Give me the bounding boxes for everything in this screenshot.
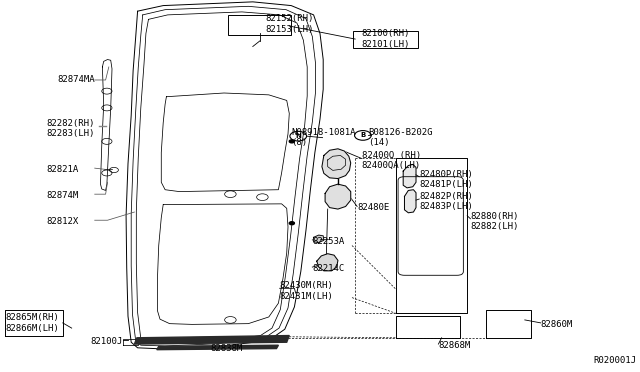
Text: 82865M(RH)
82866M(LH): 82865M(RH) 82866M(LH) [5, 313, 59, 333]
Polygon shape [317, 254, 338, 271]
Text: 82838M: 82838M [210, 344, 242, 353]
Polygon shape [134, 336, 289, 344]
Text: 82874MA: 82874MA [57, 76, 95, 84]
Text: 82480E: 82480E [357, 203, 389, 212]
Circle shape [289, 222, 294, 225]
Text: 82100J: 82100J [91, 337, 123, 346]
Text: 82152(RH)
82153(LH): 82152(RH) 82153(LH) [266, 15, 314, 34]
Polygon shape [157, 345, 278, 350]
Text: 82812X: 82812X [46, 217, 78, 226]
Text: 82282(RH)
82283(LH): 82282(RH) 82283(LH) [46, 119, 95, 138]
Circle shape [289, 140, 294, 143]
Polygon shape [325, 184, 351, 209]
Text: R020001J: R020001J [594, 356, 637, 365]
Text: B: B [360, 132, 365, 138]
Text: 82100(RH)
82101(LH): 82100(RH) 82101(LH) [362, 29, 410, 49]
Text: 82860M: 82860M [541, 320, 573, 329]
Text: N: N [295, 133, 301, 139]
Text: 82480P(RH)
82481P(LH): 82480P(RH) 82481P(LH) [419, 170, 473, 189]
Text: 82430M(RH)
82431M(LH): 82430M(RH) 82431M(LH) [280, 281, 333, 301]
Text: 82868M: 82868M [438, 341, 470, 350]
Polygon shape [314, 235, 324, 243]
Text: N08918-1081A
(8): N08918-1081A (8) [291, 128, 356, 147]
Text: 82253A: 82253A [312, 237, 344, 246]
Text: 82821A: 82821A [46, 165, 78, 174]
Text: 82214C: 82214C [312, 264, 344, 273]
Text: 82400Q (RH)
82400QA(LH): 82400Q (RH) 82400QA(LH) [362, 151, 420, 170]
Polygon shape [403, 164, 416, 188]
Text: 82874M: 82874M [46, 191, 78, 200]
Polygon shape [404, 190, 416, 213]
Polygon shape [322, 149, 351, 179]
Text: 82880(RH)
82882(LH): 82880(RH) 82882(LH) [470, 212, 519, 231]
Text: 82482P(RH)
82483P(LH): 82482P(RH) 82483P(LH) [419, 192, 473, 211]
Text: B08126-B202G
(14): B08126-B202G (14) [368, 128, 433, 147]
